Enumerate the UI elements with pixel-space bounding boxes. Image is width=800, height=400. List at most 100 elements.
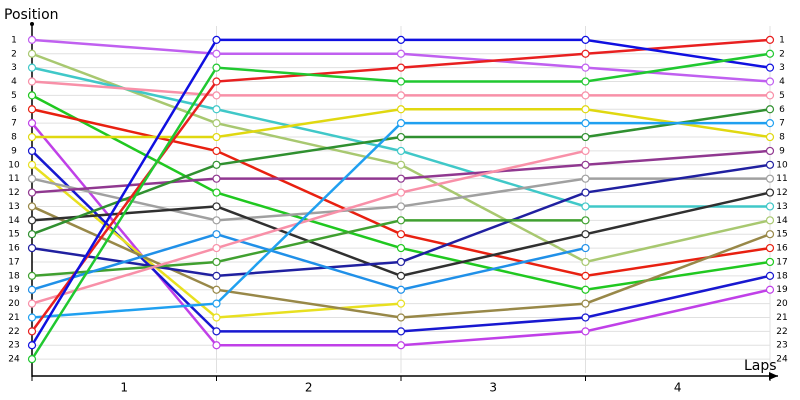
point-marker <box>765 105 775 114</box>
point-marker <box>581 313 590 322</box>
point-marker <box>212 230 221 239</box>
point-marker <box>765 243 775 253</box>
point-marker <box>396 216 406 225</box>
point-marker <box>581 257 590 267</box>
point-marker <box>581 216 590 225</box>
point-marker <box>27 119 37 128</box>
point-marker <box>581 35 590 44</box>
point-marker <box>765 160 775 169</box>
point-marker <box>396 105 406 114</box>
y-tick-label-right: 20 <box>776 299 788 309</box>
point-marker <box>212 132 221 142</box>
point-marker <box>27 174 37 183</box>
point-marker <box>212 216 221 225</box>
y-tick-label: 22 <box>8 327 19 337</box>
point-marker <box>212 35 221 44</box>
point-marker <box>765 63 775 72</box>
y-tick-label-right: 19 <box>776 285 788 295</box>
y-axis-label: Position <box>4 7 59 23</box>
point-marker <box>27 188 37 197</box>
y-tick-label: 13 <box>8 202 19 212</box>
point-marker <box>212 119 221 128</box>
point-marker <box>212 91 221 100</box>
point-marker <box>27 49 37 58</box>
point-marker <box>212 271 221 280</box>
point-marker <box>212 243 221 253</box>
y-tick-label-right: 1 <box>779 35 785 45</box>
point-marker <box>765 271 775 280</box>
point-marker <box>396 91 406 100</box>
y-tick-label-right: 13 <box>776 202 787 212</box>
point-marker <box>396 119 406 128</box>
y-tick-label-right: 15 <box>776 230 787 240</box>
point-marker <box>212 160 221 169</box>
y-tick-label-right: 5 <box>779 91 785 101</box>
y-tick-label: 15 <box>8 230 19 240</box>
point-marker <box>581 49 590 58</box>
axis-arrow <box>769 372 778 380</box>
point-marker <box>27 35 37 44</box>
point-marker <box>27 299 37 308</box>
point-marker <box>212 257 221 267</box>
point-marker <box>581 188 590 197</box>
point-marker <box>396 285 406 294</box>
y-tick-label: 6 <box>11 105 17 115</box>
point-marker <box>581 299 590 308</box>
y-tick-label: 11 <box>8 174 19 184</box>
y-tick-label: 3 <box>11 63 17 73</box>
point-marker <box>765 202 775 211</box>
point-marker <box>581 119 590 128</box>
point-marker <box>212 285 221 294</box>
point-marker <box>581 285 590 294</box>
y-tick-label: 1 <box>11 35 17 45</box>
y-tick-label-right: 4 <box>779 77 785 87</box>
x-axis-label: Laps <box>744 358 777 374</box>
point-marker <box>212 327 221 336</box>
y-tick-label-right: 2 <box>779 49 785 59</box>
point-marker <box>27 327 37 336</box>
point-marker <box>581 230 590 239</box>
point-marker <box>765 216 775 225</box>
point-marker <box>396 63 406 72</box>
point-marker <box>581 174 590 183</box>
point-marker <box>396 160 406 169</box>
point-marker <box>396 188 406 197</box>
y-tick-label: 5 <box>11 91 17 101</box>
y-tick-label-right: 18 <box>776 271 788 281</box>
y-tick-label-right: 23 <box>776 341 787 351</box>
point-marker <box>396 243 406 253</box>
point-marker <box>27 160 37 169</box>
y-tick-label: 2 <box>11 49 17 59</box>
y-tick-label-right: 24 <box>776 355 788 365</box>
point-marker <box>396 146 406 156</box>
point-marker <box>212 341 221 350</box>
point-marker <box>581 77 590 86</box>
point-marker <box>581 146 590 156</box>
y-tick-label-right: 14 <box>776 216 788 226</box>
point-marker <box>581 271 590 280</box>
y-tick-label-right: 11 <box>776 174 787 184</box>
y-tick-label: 4 <box>11 77 17 87</box>
point-marker <box>396 174 406 183</box>
point-marker <box>212 146 221 156</box>
y-tick-label: 10 <box>8 160 20 170</box>
point-marker <box>581 63 590 72</box>
point-marker <box>212 63 221 72</box>
x-tick-label: 2 <box>305 381 313 395</box>
y-tick-label-right: 21 <box>776 313 787 323</box>
point-marker <box>27 285 37 294</box>
point-marker <box>396 202 406 211</box>
y-tick-label-right: 17 <box>776 257 787 267</box>
point-marker <box>27 271 37 280</box>
point-marker <box>396 35 406 44</box>
y-tick-label: 21 <box>8 313 19 323</box>
point-marker <box>581 327 590 336</box>
point-marker <box>27 341 37 350</box>
point-marker <box>396 327 406 336</box>
point-marker <box>581 105 590 114</box>
point-marker <box>581 202 590 211</box>
y-tick-label: 20 <box>8 299 20 309</box>
point-marker <box>765 77 775 86</box>
point-marker <box>581 160 590 169</box>
y-tick-label: 17 <box>8 257 19 267</box>
